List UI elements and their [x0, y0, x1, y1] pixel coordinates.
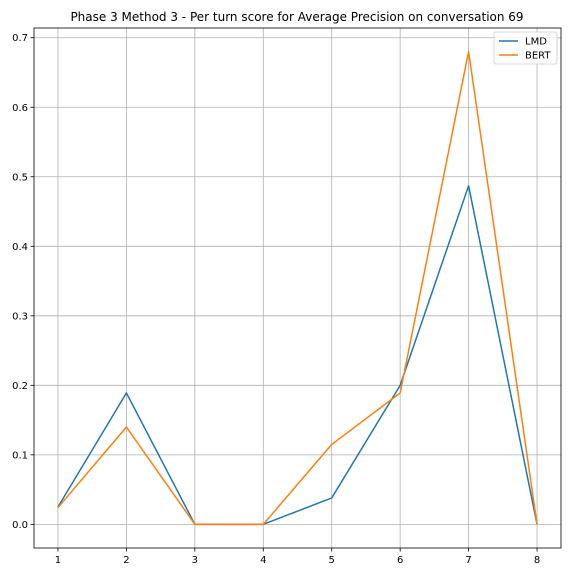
- y-tick-label: 0.4: [12, 242, 28, 253]
- x-tick-label: 2: [123, 555, 129, 566]
- legend-label-bert: BERT: [525, 51, 551, 62]
- x-tick-label: 7: [465, 555, 471, 566]
- x-tick-label: 4: [260, 555, 266, 566]
- legend-box: [493, 31, 558, 65]
- grid-lines: [34, 28, 561, 548]
- y-tick-label: 0.5: [12, 172, 28, 183]
- legend-label-lmd: LMD: [525, 37, 547, 48]
- x-tick-label: 8: [534, 555, 540, 566]
- x-tick-label: 6: [397, 555, 403, 566]
- y-tick-label: 0.1: [12, 450, 28, 461]
- y-tick-label: 0.6: [12, 103, 28, 114]
- axis-ticks: 1 2 3 4 5 6 7 8 0.0 0.1 0.2 0.3 0.4 0.5 0.6 0.7: [12, 33, 540, 566]
- y-tick-label: 0.7: [12, 33, 28, 44]
- series-lines: [57, 50, 538, 526]
- plot-area-frame: [33, 27, 562, 549]
- x-tick-label: 5: [329, 555, 335, 566]
- series-line-bert: [57, 50, 538, 526]
- series-line-lmd: [57, 185, 538, 526]
- y-tick-label: 0.0: [12, 520, 28, 531]
- legend: LMD BERT: [493, 31, 558, 65]
- x-tick-label: 3: [192, 555, 198, 566]
- y-tick-label: 0.3: [12, 311, 28, 322]
- y-tick-label: 0.2: [12, 381, 28, 392]
- x-tick-label: 1: [55, 555, 61, 566]
- chart-title: Phase 3 Method 3 - Per turn score for Av…: [70, 10, 523, 24]
